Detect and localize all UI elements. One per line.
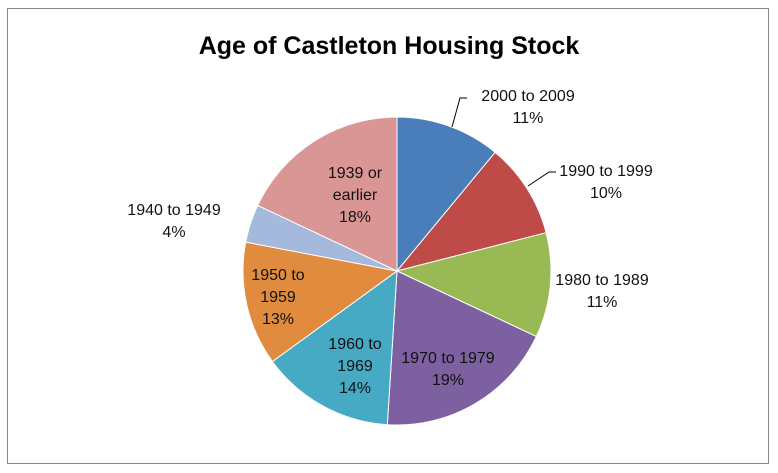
- data-label: 1990 to 1999 10%: [559, 161, 652, 205]
- data-label: 2000 to 2009 11%: [481, 86, 574, 130]
- pie-slice: [396, 116, 496, 273]
- pie-slice: [395, 232, 552, 338]
- category-label: 1939 or earlier: [327, 165, 383, 204]
- data-label: 1940 to 1949 4%: [127, 200, 220, 244]
- category-label: 1960 to 1969: [328, 336, 382, 375]
- pie-slice: [242, 241, 399, 363]
- value-label: 13%: [261, 311, 295, 328]
- value-label: 4%: [162, 224, 186, 241]
- data-label: 1939 or earlier 18%: [318, 163, 393, 229]
- category-label: 1980 to 1989: [555, 272, 649, 289]
- pie-slice: [386, 270, 538, 426]
- data-label: 1960 to 1969 14%: [325, 334, 385, 400]
- value-label: 10%: [589, 185, 623, 202]
- pie-slice: [271, 269, 398, 426]
- value-label: 14%: [338, 380, 372, 397]
- category-label: 1970 to 1979: [401, 350, 495, 367]
- leader-line: [527, 171, 556, 187]
- chart-frame: [7, 8, 769, 464]
- pie-slice: [256, 116, 398, 272]
- leader-line: [451, 97, 467, 128]
- value-label: 19%: [431, 372, 465, 389]
- category-label: 1950 to 1959: [251, 267, 305, 306]
- category-label: 1990 to 1999: [559, 163, 653, 180]
- category-label: 2000 to 2009: [481, 88, 575, 105]
- pie-slice: [395, 151, 547, 272]
- value-label: 11%: [586, 294, 618, 311]
- data-label: 1970 to 1979 19%: [393, 348, 503, 392]
- chart-title: Age of Castleton Housing Stock: [198, 32, 580, 60]
- value-label: 11%: [512, 110, 544, 127]
- data-label: 1980 to 1989 11%: [555, 270, 648, 314]
- data-label: 1950 to 1959 13%: [248, 265, 308, 331]
- category-label: 1940 to 1949: [127, 202, 221, 219]
- value-label: 18%: [338, 209, 372, 226]
